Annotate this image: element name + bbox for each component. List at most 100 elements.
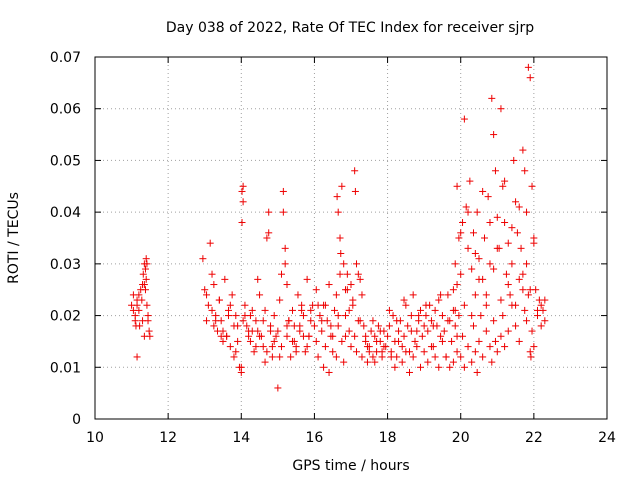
- data-point: [336, 270, 344, 278]
- data-point: [391, 363, 399, 371]
- data-point: [424, 327, 432, 335]
- data-point: [248, 306, 256, 314]
- data-point: [314, 353, 322, 361]
- data-point: [327, 322, 335, 330]
- data-point: [283, 332, 291, 340]
- data-point: [490, 131, 498, 139]
- data-point: [292, 348, 300, 356]
- data-point: [296, 322, 304, 330]
- data-point: [356, 275, 364, 283]
- data-point: [145, 327, 153, 335]
- data-point: [416, 306, 424, 314]
- data-point: [135, 291, 143, 299]
- data-point: [384, 332, 392, 340]
- data-point: [281, 260, 289, 268]
- data-point: [398, 343, 406, 351]
- data-point: [486, 260, 494, 268]
- data-point: [338, 337, 346, 345]
- data-point: [250, 348, 258, 356]
- data-point: [437, 291, 445, 299]
- data-point: [400, 296, 408, 304]
- data-point: [521, 167, 529, 175]
- data-point: [279, 208, 287, 216]
- data-point: [466, 177, 474, 185]
- data-point: [385, 306, 393, 314]
- data-point: [502, 270, 510, 278]
- data-point: [343, 270, 351, 278]
- data-point: [340, 260, 348, 268]
- data-point: [490, 265, 498, 273]
- data-point: [374, 322, 382, 330]
- data-point: [342, 286, 350, 294]
- data-point: [131, 312, 139, 320]
- data-point: [285, 317, 293, 325]
- data-point: [519, 286, 527, 294]
- y-tick-label: 0.06: [50, 102, 81, 118]
- data-point: [129, 306, 137, 314]
- data-point: [345, 327, 353, 335]
- data-point: [208, 306, 216, 314]
- data-point: [301, 348, 309, 356]
- data-point: [347, 281, 355, 289]
- data-point: [464, 208, 472, 216]
- data-point: [342, 312, 350, 320]
- data-point: [276, 296, 284, 304]
- data-point: [449, 358, 457, 366]
- data-point: [459, 218, 467, 226]
- data-point: [413, 343, 421, 351]
- data-point: [407, 327, 415, 335]
- data-point: [352, 260, 360, 268]
- data-point: [479, 187, 487, 195]
- data-point: [512, 198, 520, 206]
- data-point: [380, 343, 388, 351]
- data-point: [270, 337, 278, 345]
- data-point: [334, 208, 342, 216]
- data-point: [464, 343, 472, 351]
- data-point: [488, 358, 496, 366]
- data-point: [402, 301, 410, 309]
- data-point: [460, 363, 468, 371]
- data-point: [226, 301, 234, 309]
- data-point: [524, 63, 532, 71]
- x-tick-label: 20: [452, 430, 470, 446]
- y-tick-label: 0.05: [50, 153, 81, 169]
- data-point: [321, 343, 329, 351]
- data-point: [486, 343, 494, 351]
- data-point: [493, 213, 501, 221]
- data-point: [497, 105, 505, 113]
- data-point: [206, 239, 214, 247]
- data-point: [318, 317, 326, 325]
- data-point: [387, 353, 395, 361]
- data-point: [224, 312, 232, 320]
- data-point: [409, 291, 417, 299]
- data-point: [515, 275, 523, 283]
- data-point: [232, 312, 240, 320]
- data-point: [411, 337, 419, 345]
- data-point: [427, 317, 435, 325]
- data-point: [526, 74, 534, 82]
- data-point: [239, 198, 247, 206]
- data-point: [263, 348, 271, 356]
- data-point: [290, 337, 298, 345]
- data-point: [376, 327, 384, 335]
- data-point: [279, 187, 287, 195]
- data-point: [299, 312, 307, 320]
- data-point: [265, 208, 273, 216]
- data-point: [307, 317, 315, 325]
- x-tick-label: 14: [232, 430, 250, 446]
- data-point: [398, 358, 406, 366]
- data-point: [475, 255, 483, 263]
- data-point: [442, 353, 450, 361]
- data-point: [254, 327, 262, 335]
- data-point: [310, 322, 318, 330]
- data-point: [499, 182, 507, 190]
- data-point: [468, 312, 476, 320]
- data-point: [139, 270, 147, 278]
- data-point: [460, 301, 468, 309]
- data-point: [303, 275, 311, 283]
- data-point: [482, 291, 490, 299]
- data-point: [243, 322, 251, 330]
- data-point: [437, 332, 445, 340]
- y-tick-label: 0.02: [50, 309, 81, 325]
- data-point: [393, 317, 401, 325]
